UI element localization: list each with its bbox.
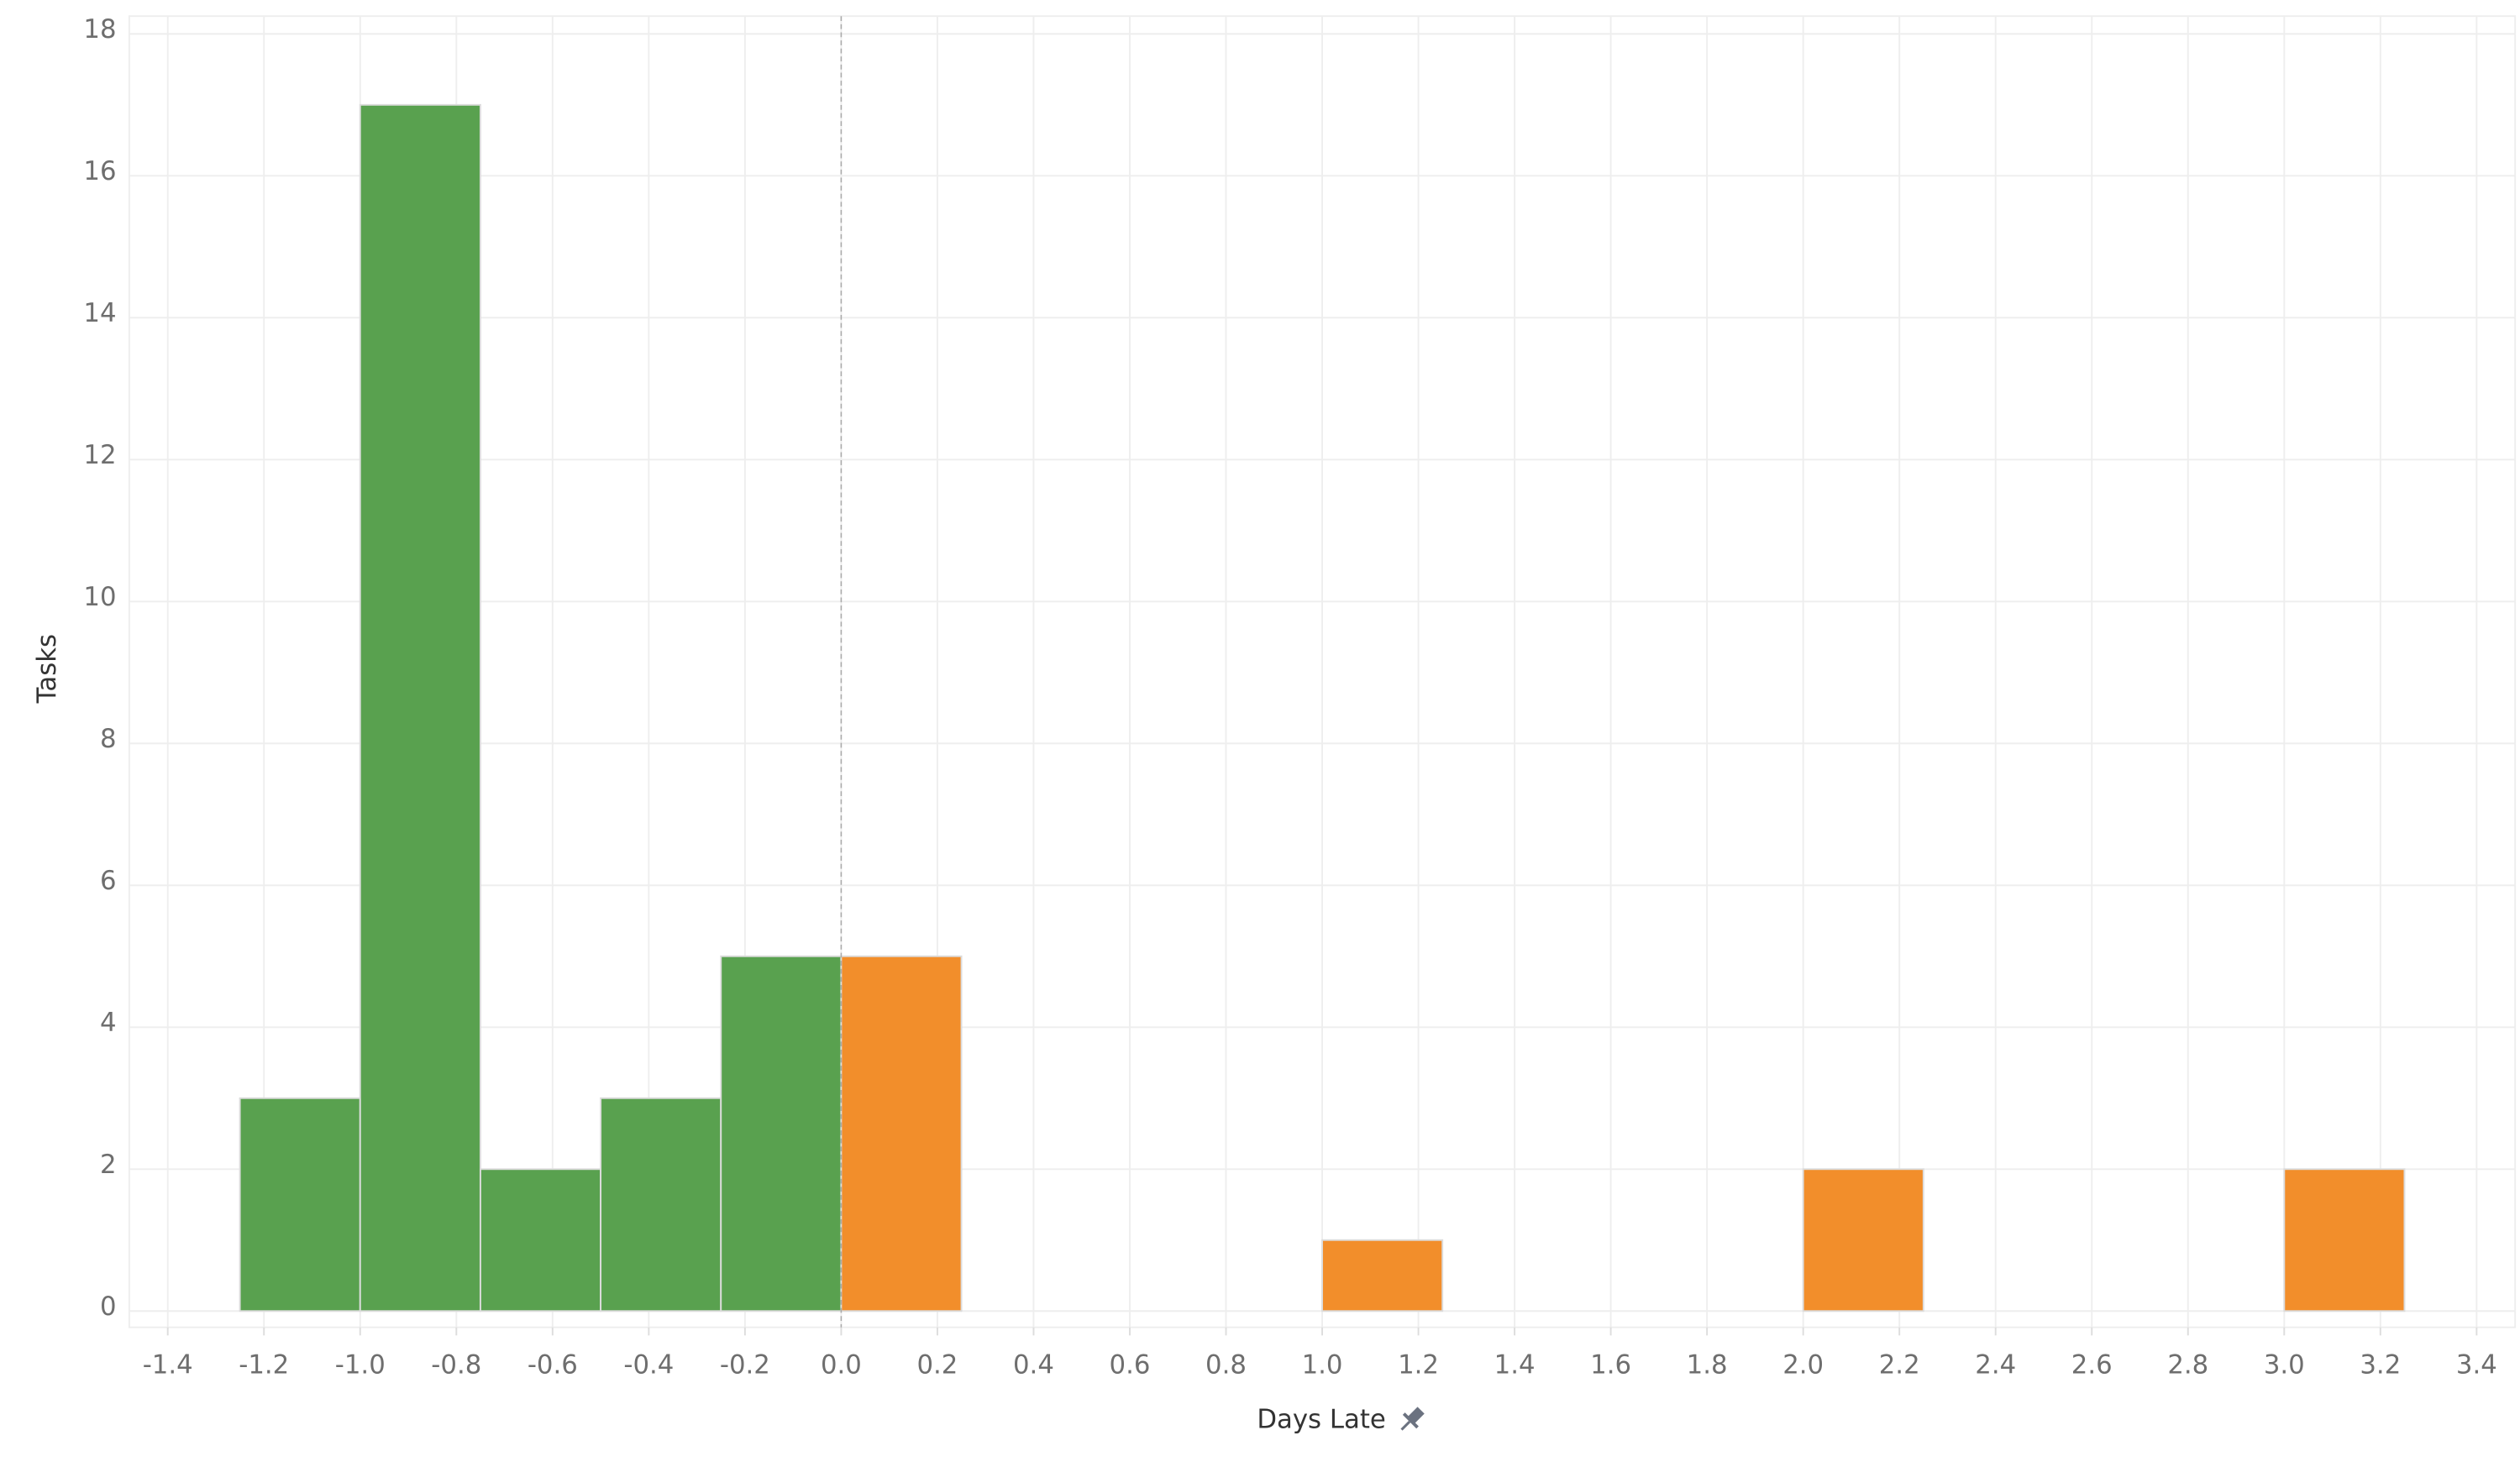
y-tick-label: 2 [100,1150,117,1180]
x-tick-label: 3.0 [2264,1349,2305,1380]
x-tick-label: 0.2 [916,1349,958,1380]
x-tick-label: -0.2 [720,1349,770,1380]
x-tick-label: 1.4 [1494,1349,1536,1380]
x-tick-label: 0.6 [1110,1349,1151,1380]
x-tick-label: 3.2 [2360,1349,2401,1380]
x-tick-label: 1.6 [1590,1349,1631,1380]
x-tick-label: -0.8 [431,1349,481,1380]
x-tick-label: -1.2 [239,1349,289,1380]
y-tick-label: 14 [83,298,116,328]
x-tick-label: 0.8 [1205,1349,1247,1380]
x-tick-label: 2.0 [1782,1349,1824,1380]
x-tick-label: 1.2 [1398,1349,1439,1380]
y-tick-label: 0 [100,1291,117,1322]
x-tick-label: 2.6 [2071,1349,2113,1380]
bar [359,103,481,1312]
x-tick-label: 2.8 [2167,1349,2208,1380]
bar [720,955,843,1312]
x-tick-label: 1.0 [1302,1349,1343,1380]
pin-icon [1400,1407,1425,1431]
bar [239,1097,361,1312]
y-tick-label: 8 [100,724,117,754]
x-tick-label: -0.6 [528,1349,578,1380]
bar [600,1097,722,1312]
y-tick-label: 10 [83,582,116,612]
bar [1321,1239,1444,1312]
x-tick-label: 3.4 [2456,1349,2497,1380]
y-axis-title: Tasks [32,634,62,704]
bar [2283,1168,2406,1312]
y-tick-label: 4 [100,1008,117,1038]
x-tick-label: 2.4 [1975,1349,2016,1380]
y-tick-label: 18 [83,14,116,45]
y-tick-label: 6 [100,866,117,896]
bar [1802,1168,1924,1312]
y-tick-label: 16 [83,156,116,186]
bar [479,1168,602,1312]
x-tick-label: 1.8 [1687,1349,1728,1380]
x-tick-label: 0.4 [1013,1349,1054,1380]
x-tick-label: 2.2 [1879,1349,1920,1380]
bar [840,955,963,1312]
x-tick-label: -1.4 [143,1349,193,1380]
x-tick-label: -0.4 [623,1349,674,1380]
x-tick-label: 0.0 [821,1349,862,1380]
x-tick-label: -1.0 [335,1349,386,1380]
x-axis-title: Days Late [1257,1405,1385,1435]
y-tick-label: 12 [83,440,116,470]
